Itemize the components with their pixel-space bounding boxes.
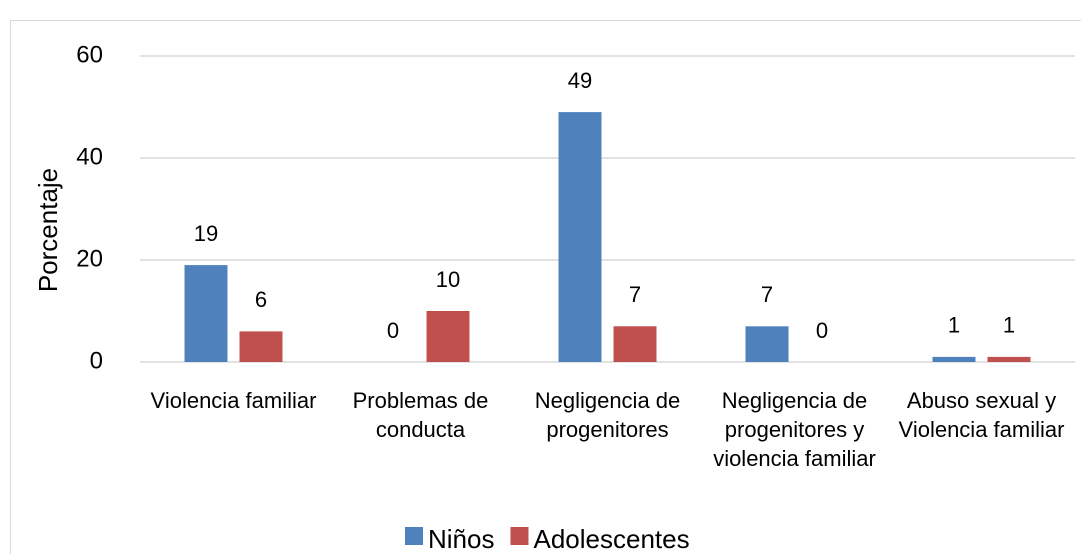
y-tick-label: 40	[76, 143, 103, 170]
y-tick-label: 0	[90, 347, 103, 374]
bar	[932, 356, 976, 362]
data-label: 0	[816, 318, 828, 343]
bar	[613, 326, 657, 362]
x-tick-label: Negligencia de progenitores	[534, 388, 681, 442]
y-axis-title: Porcentaje	[33, 168, 63, 292]
data-label: 1	[1003, 313, 1015, 338]
bar	[239, 331, 283, 362]
data-label: 1	[948, 313, 960, 338]
y-tick-label: 60	[76, 41, 103, 68]
x-tick-label: Violencia familiar	[150, 388, 317, 413]
data-label: 19	[194, 221, 218, 246]
bar	[987, 356, 1031, 362]
y-tick-label: 20	[76, 245, 103, 272]
bar	[426, 311, 470, 362]
data-label: 7	[761, 282, 773, 307]
legend-swatch	[510, 527, 529, 545]
x-tick-label: Abuso sexual y Violencia familiar	[898, 388, 1065, 442]
data-label: 0	[387, 318, 399, 343]
bar	[558, 112, 602, 362]
legend-swatch	[405, 527, 423, 545]
chart-border	[10, 20, 1081, 554]
data-label: 7	[629, 282, 641, 307]
bar	[745, 326, 789, 362]
data-label: 49	[568, 68, 592, 93]
data-label: 6	[255, 287, 267, 312]
legend-label: Niños	[428, 524, 494, 554]
x-tick-label: Problemas de conducta	[352, 388, 489, 442]
data-label: 10	[436, 267, 460, 292]
x-tick-label: Negligencia de progenitores y violencia …	[713, 388, 876, 471]
legend-label: Adolescentes	[533, 524, 689, 554]
bar	[184, 265, 228, 362]
